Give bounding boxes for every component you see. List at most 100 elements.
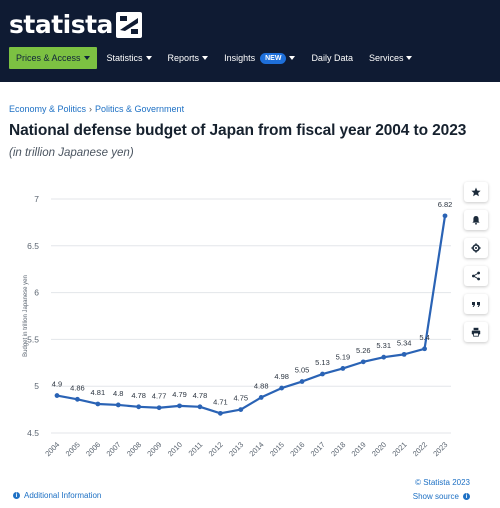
x-tick-label: 2004 xyxy=(43,440,61,458)
x-tick-label: 2021 xyxy=(390,440,408,458)
star-icon xyxy=(471,187,481,197)
additional-information-label: Additional Information xyxy=(24,491,102,500)
show-source-label: Show source xyxy=(412,492,459,501)
data-label: 6.82 xyxy=(438,200,453,209)
data-label: 5.19 xyxy=(336,352,351,361)
share-button[interactable] xyxy=(464,266,488,286)
data-point xyxy=(401,351,407,357)
data-label: 4.71 xyxy=(213,397,228,406)
main-nav: Prices & Access Statistics Reports Insig… xyxy=(9,47,420,69)
nav-label: Services xyxy=(368,53,404,63)
data-label: 5.34 xyxy=(397,338,412,347)
gear-icon xyxy=(471,243,481,253)
x-tick-label: 2019 xyxy=(350,440,368,458)
print-button[interactable] xyxy=(464,322,488,342)
series-line xyxy=(56,215,447,415)
logo-mark-icon xyxy=(115,12,142,38)
chart-area: 4.5 5 5.5 6 6.5 7 Budget in trillion Japanese … xyxy=(9,178,457,468)
x-tick-label: 2013 xyxy=(227,440,245,458)
data-point xyxy=(238,407,244,412)
nav-label: Insights xyxy=(224,53,256,63)
statista-logo[interactable]: statista xyxy=(9,10,142,40)
top-header: statista Prices & Access Statistics Repo… xyxy=(0,0,500,82)
data-label: 4.77 xyxy=(152,392,167,401)
nav-services[interactable]: Services xyxy=(361,47,421,69)
y-tick-label: 7 xyxy=(34,194,39,204)
print-icon xyxy=(471,327,481,337)
nav-reports[interactable]: Reports xyxy=(160,47,217,69)
data-point xyxy=(136,404,142,410)
data-label: 4.78 xyxy=(131,391,146,400)
nav-statistics[interactable]: Statistics xyxy=(99,47,160,69)
bell-icon xyxy=(472,216,480,225)
data-point xyxy=(115,402,121,408)
x-tick-label: 2005 xyxy=(64,440,82,458)
data-label: 4.75 xyxy=(233,394,248,403)
data-point xyxy=(340,366,346,371)
data-point xyxy=(442,213,448,219)
chevron-down-icon xyxy=(83,56,90,60)
data-point xyxy=(75,396,80,402)
data-point xyxy=(299,379,305,384)
nav-prices-access[interactable]: Prices & Access xyxy=(9,47,97,69)
breadcrumb-link-politics[interactable]: Politics & Government xyxy=(95,104,185,114)
data-point xyxy=(217,410,223,416)
notification-button[interactable] xyxy=(464,210,488,230)
data-label: 5.05 xyxy=(295,366,310,375)
nav-daily-data[interactable]: Daily Data xyxy=(303,47,361,69)
data-point xyxy=(156,405,162,411)
nav-label: Prices & Access xyxy=(16,53,81,63)
y-tick-label: 6.5 xyxy=(27,241,39,251)
data-point xyxy=(381,354,387,360)
breadcrumb-link-economy[interactable]: Economy & Politics xyxy=(9,104,87,114)
y-tick-label: 5 xyxy=(34,381,39,391)
y-axis-label: Budget in trillion Japanese yen xyxy=(23,275,29,357)
new-badge: NEW xyxy=(260,52,287,64)
breadcrumb: Economy & Politics › Politics & Government xyxy=(9,104,184,114)
data-label: 5.13 xyxy=(315,358,330,367)
nav-label: Reports xyxy=(167,53,200,63)
cite-button[interactable] xyxy=(464,294,488,314)
data-point xyxy=(177,403,182,409)
x-tick-label: 2012 xyxy=(207,440,225,458)
chevron-down-icon xyxy=(145,56,152,60)
data-label: 5.26 xyxy=(356,346,371,355)
data-label: 5.31 xyxy=(376,341,391,350)
copyright-link[interactable]: © Statista 2023 xyxy=(415,478,470,487)
y-tick-label: 6 xyxy=(34,288,39,298)
data-label: 5.4 xyxy=(419,333,429,342)
page-subtitle: (in trillion Japanese yen) xyxy=(9,147,134,159)
data-label: 4.79 xyxy=(172,390,187,399)
x-tick-label: 2007 xyxy=(105,440,123,458)
x-tick-label: 2022 xyxy=(411,440,429,458)
x-tick-label: 2009 xyxy=(145,440,163,458)
x-tick-label: 2018 xyxy=(329,440,347,458)
nav-label: Daily Data xyxy=(311,53,353,63)
chevron-down-icon xyxy=(202,56,209,60)
additional-information-link[interactable]: i Additional Information xyxy=(13,491,101,500)
x-tick-label: 2020 xyxy=(370,440,388,458)
quote-icon xyxy=(472,302,480,307)
data-point xyxy=(258,395,264,400)
y-tick-label: 5.5 xyxy=(27,334,39,344)
show-source-link[interactable]: Show source i xyxy=(413,492,470,501)
info-icon: i xyxy=(13,492,20,499)
data-label: 4.8 xyxy=(113,389,123,398)
nav-label: Statistics xyxy=(106,53,143,63)
page-title: National defense budget of Japan from fi… xyxy=(9,122,467,139)
y-tick-label: 4.5 xyxy=(27,428,39,438)
x-tick-label: 2016 xyxy=(288,440,306,458)
x-tick-label: 2010 xyxy=(166,440,184,458)
breadcrumb-separator: › xyxy=(89,104,93,114)
x-tick-label: 2015 xyxy=(268,440,286,458)
nav-insights[interactable]: Insights NEW xyxy=(216,47,303,69)
favorite-button[interactable] xyxy=(464,182,488,202)
x-tick-label: 2006 xyxy=(84,440,102,458)
data-label: 4.98 xyxy=(274,372,289,381)
chart-toolbar xyxy=(464,182,488,350)
data-point xyxy=(320,371,325,377)
data-point xyxy=(95,401,101,407)
data-point xyxy=(197,404,203,410)
settings-button[interactable] xyxy=(464,238,488,258)
logo-wordmark: statista xyxy=(9,10,113,39)
